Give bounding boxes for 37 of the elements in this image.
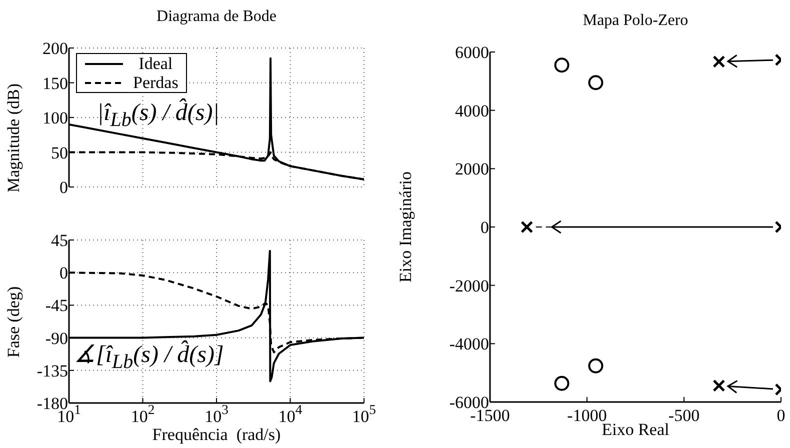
x-tick-label: 10$^{5}$ — [352, 402, 376, 426]
x-tick-label: 10$^{2}$ — [130, 402, 155, 426]
legend-label: Ideal — [138, 54, 174, 73]
y-tick-label: 2000 — [455, 160, 489, 179]
y-tick-label: -4000 — [449, 334, 489, 354]
y-tick-label: 6000 — [455, 43, 489, 62]
x-tick-label: 0 — [776, 406, 786, 425]
y-tick-label: -90 — [45, 328, 68, 348]
y-tick-label: -2000 — [449, 276, 489, 296]
y-tick-label: 0 — [480, 218, 489, 237]
y-tick-label: -135 — [36, 361, 68, 380]
y-tick-label: 200 — [42, 39, 68, 58]
point — [554, 58, 570, 73]
y-axis-title: Fase (deg) — [4, 286, 24, 358]
point — [588, 75, 604, 90]
chart-title: Diagrama de Bode — [156, 8, 278, 26]
annotation: ∡[î$_{Lb}$(s) / d̂(s)] — [74, 340, 224, 374]
y-tick-label: 100 — [42, 108, 68, 128]
annotation: |î$_{Lb}$(s) / d̂(s)| — [97, 100, 220, 132]
y-tick-label: -45 — [45, 296, 68, 316]
point — [588, 358, 604, 374]
point — [554, 376, 570, 391]
legend-label: Perdas — [133, 73, 178, 92]
chart-title: Mapa Polo-Zero — [582, 12, 690, 30]
y-axis-title: Eixo Imaginário — [396, 172, 416, 282]
point — [520, 220, 534, 234]
y-tick-label: 150 — [42, 74, 68, 93]
y-tick-label: 50 — [51, 143, 68, 162]
x-axis-title: Frequência (rad/s) — [151, 425, 282, 445]
x-tick-label: 10$^{3}$ — [204, 402, 229, 426]
y-axis-title: Magnitude (dB) — [4, 82, 24, 192]
y-tick-label: 0 — [60, 178, 68, 197]
x-tick-label: 10$^{4}$ — [278, 402, 302, 426]
y-tick-label: 45 — [51, 231, 68, 250]
x-tick-label: -500 — [668, 406, 700, 425]
y-tick-label: 0 — [60, 264, 68, 283]
y-tick-label: 4000 — [455, 101, 489, 120]
